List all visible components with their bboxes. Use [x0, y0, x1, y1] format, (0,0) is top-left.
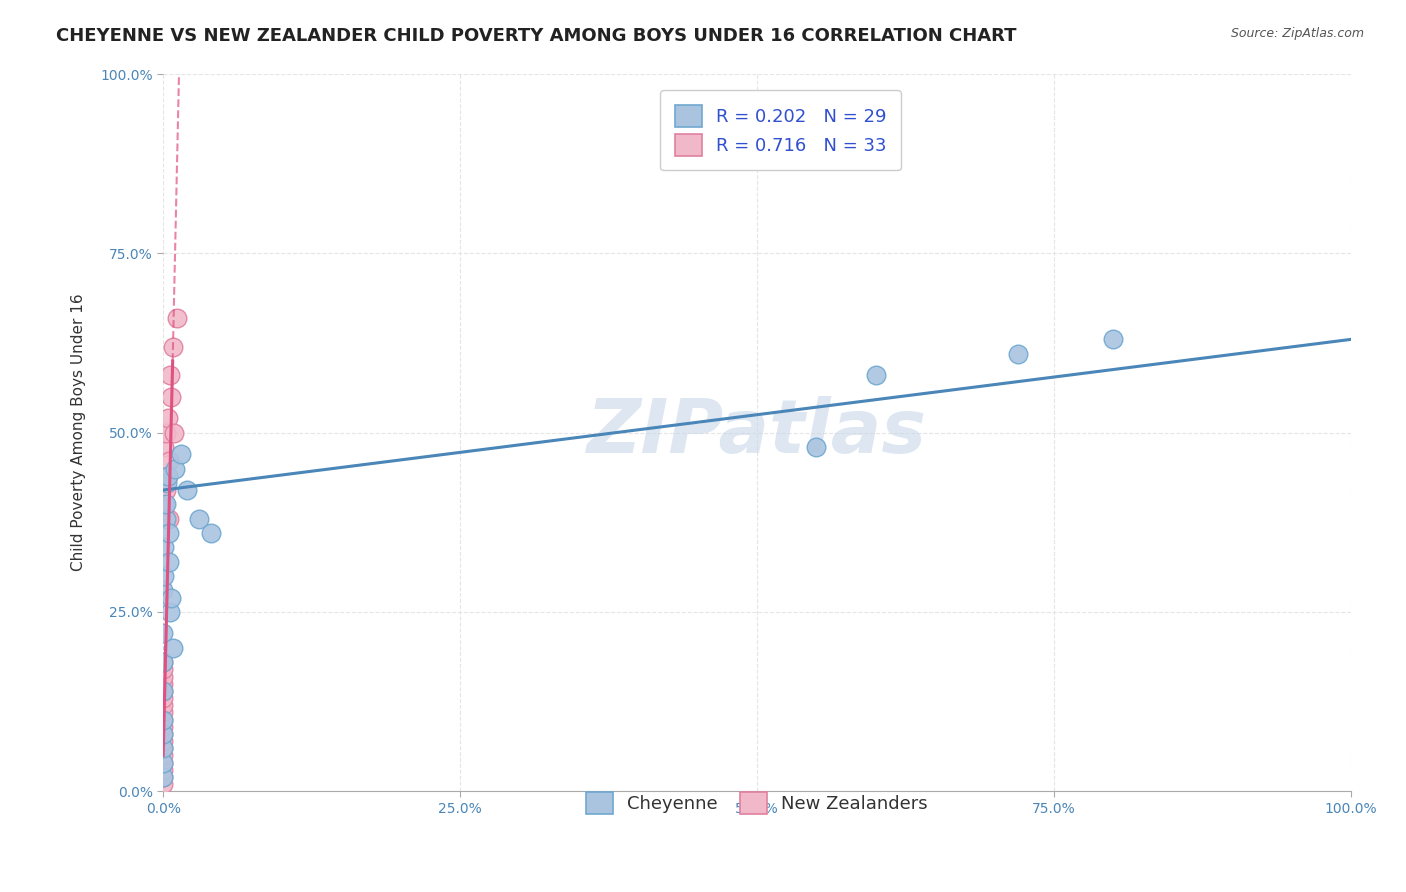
Point	[153, 497, 176, 511]
Point	[152, 734, 174, 748]
Point	[152, 763, 174, 777]
Point	[200, 526, 222, 541]
Point	[1102, 333, 1125, 347]
Point	[157, 526, 180, 541]
Point	[152, 713, 174, 727]
Point	[152, 756, 174, 770]
Point	[152, 698, 174, 713]
Point	[187, 512, 209, 526]
Point	[152, 770, 174, 784]
Point	[157, 454, 180, 468]
Text: CHEYENNE VS NEW ZEALANDER CHILD POVERTY AMONG BOYS UNDER 16 CORRELATION CHART: CHEYENNE VS NEW ZEALANDER CHILD POVERTY …	[56, 27, 1017, 45]
Point	[162, 340, 184, 354]
Point	[152, 655, 174, 669]
Point	[163, 425, 186, 440]
Point	[155, 512, 177, 526]
Point	[865, 368, 887, 383]
Text: Source: ZipAtlas.com: Source: ZipAtlas.com	[1230, 27, 1364, 40]
Point	[152, 655, 174, 669]
Point	[152, 691, 174, 706]
Point	[156, 468, 179, 483]
Point	[152, 741, 174, 756]
Point	[156, 468, 179, 483]
Point	[152, 684, 174, 698]
Point	[152, 713, 174, 727]
Point	[152, 626, 174, 640]
Point	[159, 368, 181, 383]
Point	[806, 440, 828, 454]
Point	[152, 684, 174, 698]
Point	[152, 662, 174, 676]
Point	[156, 411, 179, 425]
Point	[152, 720, 174, 734]
Point	[176, 483, 198, 497]
Point	[152, 706, 174, 720]
Point	[152, 727, 174, 741]
Point	[155, 497, 177, 511]
Point	[152, 669, 174, 683]
Point	[152, 777, 174, 791]
Point	[156, 512, 179, 526]
Point	[155, 425, 177, 440]
Point	[152, 756, 174, 770]
Point	[152, 770, 174, 784]
Point	[159, 605, 181, 619]
Point	[160, 591, 183, 605]
Point	[170, 447, 193, 461]
Point	[157, 512, 180, 526]
Point	[152, 741, 174, 756]
Point	[153, 440, 176, 454]
Point	[163, 461, 186, 475]
Point	[155, 483, 177, 497]
Legend: Cheyenne, New Zealanders: Cheyenne, New Zealanders	[575, 781, 939, 825]
Point	[156, 475, 179, 490]
Point	[152, 748, 174, 763]
Point	[153, 541, 176, 555]
Text: ZIPatlas: ZIPatlas	[586, 396, 927, 469]
Point	[166, 310, 188, 325]
Point	[152, 727, 174, 741]
Point	[152, 583, 174, 598]
Point	[162, 640, 184, 655]
Y-axis label: Child Poverty Among Boys Under 16: Child Poverty Among Boys Under 16	[72, 293, 86, 572]
Point	[157, 555, 180, 569]
Point	[160, 390, 183, 404]
Point	[1007, 347, 1029, 361]
Point	[152, 676, 174, 690]
Point	[156, 468, 179, 483]
Point	[153, 569, 176, 583]
